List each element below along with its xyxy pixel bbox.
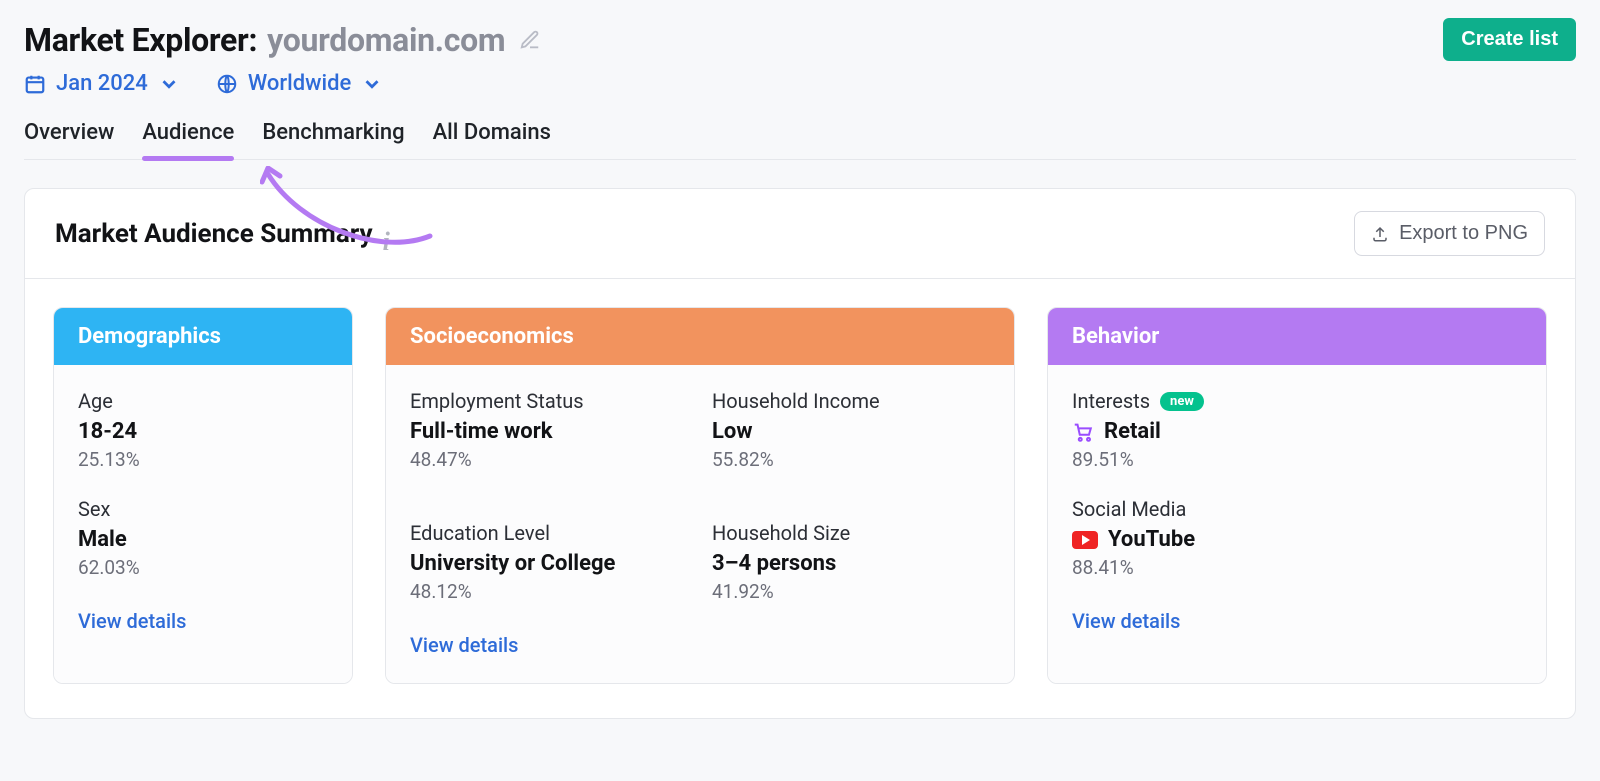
tab-all-domains[interactable]: All Domains — [433, 116, 551, 159]
chevron-down-icon — [361, 73, 383, 95]
create-list-button[interactable]: Create list — [1443, 18, 1576, 61]
export-png-button[interactable]: Export to PNG — [1354, 211, 1545, 256]
stat-label: Age — [78, 389, 328, 413]
stat-value: Full-time work — [410, 419, 688, 444]
stat-value: Retail — [1104, 419, 1161, 444]
page-title: Market Explorer: yourdomain.com — [24, 21, 541, 59]
stat-label: Interests — [1072, 389, 1150, 413]
stat-label: Social Media — [1072, 497, 1522, 521]
stat-percent: 48.47% — [410, 448, 688, 471]
demographics-heading: Demographics — [54, 308, 352, 365]
title-prefix: Market Explorer: — [24, 21, 257, 59]
stat-percent: 89.51% — [1072, 448, 1522, 471]
tab-audience[interactable]: Audience — [142, 116, 234, 159]
stat-percent: 48.12% — [410, 580, 688, 603]
title-domain: yourdomain.com — [267, 21, 505, 59]
region-filter[interactable]: Worldwide — [216, 71, 383, 96]
behavior-column: Behavior Interests new Retail — [1047, 307, 1547, 684]
info-icon[interactable]: i — [383, 227, 397, 241]
stat-value: 18-24 — [78, 419, 328, 444]
stat-employment: Employment Status Full-time work 48.47% — [410, 389, 688, 471]
upload-icon — [1371, 225, 1389, 243]
behavior-heading: Behavior — [1048, 308, 1546, 365]
socioeconomics-heading: Socioeconomics — [386, 308, 1014, 365]
stat-value: Male — [78, 527, 328, 552]
tab-overview[interactable]: Overview — [24, 116, 114, 159]
stat-percent: 41.92% — [712, 580, 990, 603]
stat-percent: 25.13% — [78, 448, 328, 471]
stat-label: Household Size — [712, 521, 990, 545]
stat-label: Sex — [78, 497, 328, 521]
audience-summary-card: Market Audience Summary i Export to PNG … — [24, 188, 1576, 719]
date-filter[interactable]: Jan 2024 — [24, 71, 180, 96]
stat-percent: 62.03% — [78, 556, 328, 579]
edit-icon[interactable] — [519, 29, 541, 51]
stat-value: 3–4 persons — [712, 551, 990, 576]
stat-value: YouTube — [1108, 527, 1195, 552]
stat-household: Household Size 3–4 persons 41.92% — [712, 521, 990, 603]
cart-icon — [1072, 421, 1094, 443]
view-details-link[interactable]: View details — [410, 633, 518, 657]
stat-value: Low — [712, 419, 990, 444]
stat-income: Household Income Low 55.82% — [712, 389, 990, 471]
region-filter-label: Worldwide — [248, 71, 351, 96]
view-details-link[interactable]: View details — [78, 609, 186, 633]
socioeconomics-column: Socioeconomics Employment Status Full-ti… — [385, 307, 1015, 684]
stat-label: Employment Status — [410, 389, 688, 413]
view-details-link[interactable]: View details — [1072, 609, 1180, 633]
stat-percent: 55.82% — [712, 448, 990, 471]
youtube-icon — [1072, 531, 1098, 549]
tab-benchmarking[interactable]: Benchmarking — [262, 116, 404, 159]
stat-label: Household Income — [712, 389, 990, 413]
card-title: Market Audience Summary — [55, 219, 373, 249]
stat-education: Education Level University or College 48… — [410, 521, 688, 603]
stat-sex: Sex Male 62.03% — [78, 497, 328, 579]
stat-social: Social Media YouTube 88.41% — [1072, 497, 1522, 579]
stat-value: University or College — [410, 551, 688, 576]
calendar-icon — [24, 73, 46, 95]
stat-percent: 88.41% — [1072, 556, 1522, 579]
stat-age: Age 18-24 25.13% — [78, 389, 328, 471]
chevron-down-icon — [158, 73, 180, 95]
demographics-column: Demographics Age 18-24 25.13% Sex Male 6… — [53, 307, 353, 684]
date-filter-label: Jan 2024 — [56, 71, 148, 96]
tabs: Overview Audience Benchmarking All Domai… — [24, 116, 1576, 160]
new-badge: new — [1160, 392, 1204, 411]
globe-icon — [216, 73, 238, 95]
stat-interests: Interests new Retail 89.51% — [1072, 389, 1522, 471]
stat-label: Education Level — [410, 521, 688, 545]
